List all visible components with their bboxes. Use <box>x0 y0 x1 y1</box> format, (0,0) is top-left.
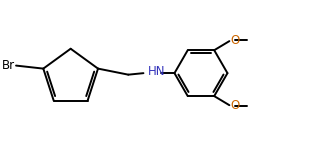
Text: O: O <box>230 34 239 47</box>
Text: O: O <box>230 100 239 112</box>
Text: HN: HN <box>148 65 166 78</box>
Text: Br: Br <box>1 59 15 72</box>
